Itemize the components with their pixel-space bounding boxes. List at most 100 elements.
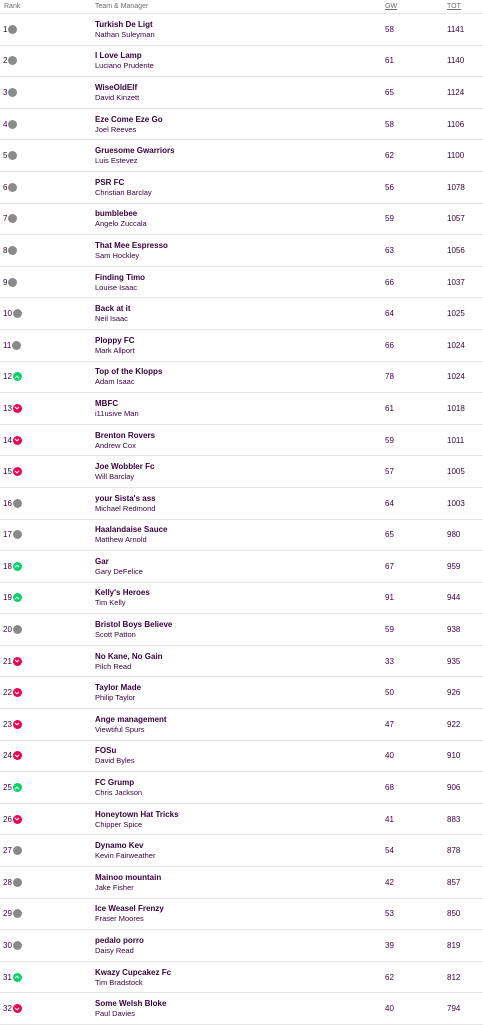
table-row[interactable]: 12 Top of the Klopps Adam Isaac 78 1024 — [0, 362, 483, 394]
team-name-link[interactable]: That Mee Espresso — [95, 240, 168, 250]
rank-number: 30 — [3, 941, 12, 951]
table-row[interactable]: 7 bumblebee Angelo Zuccala 59 1057 — [0, 204, 483, 236]
team-name-link[interactable]: Dynamo Kev — [95, 841, 144, 851]
table-row[interactable]: 14 Brenton Rovers Andrew Cox 59 1011 — [0, 425, 483, 457]
gw-points: 40 — [385, 751, 394, 761]
table-row[interactable]: 29 Ice Weasel Frenzy Fraser Moores 53 850 — [0, 899, 483, 931]
table-row[interactable]: 20 Bristol Boys Believe Scott Patton 59 938 — [0, 614, 483, 646]
total-points: 1140 — [447, 56, 465, 66]
manager-name: Viewtiful Spurs — [95, 724, 145, 734]
gw-points: 62 — [385, 972, 394, 982]
team-name-link[interactable]: Joe Wobbler Fc — [95, 462, 155, 472]
team-name-link[interactable]: WiseOldElf — [95, 82, 138, 92]
team-name-link[interactable]: Ange management — [95, 714, 167, 724]
manager-name: Will Barclay — [95, 472, 135, 482]
rank-cell: 21 — [0, 656, 95, 666]
manager-name: Philip Taylor — [95, 693, 136, 703]
team-name-link[interactable]: Gar — [95, 556, 109, 566]
table-row[interactable]: 30 pedalo porro Daisy Read 39 819 — [0, 930, 483, 962]
team-name-link[interactable]: FC Grump — [95, 778, 135, 788]
team-cell: Brenton Rovers Andrew Cox — [95, 431, 385, 450]
rank-cell: 8 — [0, 245, 95, 255]
team-name-link[interactable]: your Sista's ass — [95, 493, 156, 503]
team-name-link[interactable]: Ice Weasel Frenzy — [95, 904, 164, 914]
total-points: 857 — [447, 877, 461, 887]
table-row[interactable]: 27 Dynamo Kev Kevin Fairweather 54 878 — [0, 835, 483, 868]
team-name-link[interactable]: Gruesome Gwarriors — [95, 146, 175, 156]
table-row[interactable]: 9 Finding Timo Louise Isaac 66 1037 — [0, 267, 483, 299]
manager-name: Chipper Spice — [95, 819, 143, 829]
team-name-link[interactable]: Mainoo mountain — [95, 872, 162, 882]
table-row[interactable]: 1 Turkish De Ligt Nathan Suleyman 58 1141 — [0, 14, 483, 46]
total-points: 938 — [447, 625, 461, 635]
chevron-down-icon — [12, 656, 22, 666]
team-cell: Bristol Boys Believe Scott Patton — [95, 620, 385, 639]
team-name-link[interactable]: Kelly's Heroes — [95, 588, 150, 598]
team-name-link[interactable]: Top of the Klopps — [95, 367, 163, 377]
team-name-link[interactable]: Ploppy FC — [95, 335, 135, 345]
chevron-down-icon — [12, 688, 22, 698]
team-name-link[interactable]: FOSu — [95, 746, 117, 756]
team-name-link[interactable]: Finding Timo — [95, 272, 146, 282]
table-row[interactable]: 4 Eze Come Eze Go Joel Reeves 58 1106 — [0, 109, 483, 141]
table-row[interactable]: 28 Mainoo mountain Jake Fisher 42 857 — [0, 867, 483, 899]
rank-number: 7 — [3, 214, 8, 224]
table-row[interactable]: 23 Ange management Viewtiful Spurs 47 922 — [0, 709, 483, 741]
rank-cell: 25 — [0, 783, 95, 793]
team-name-link[interactable]: Turkish De Ligt — [95, 19, 153, 29]
table-row[interactable]: 19 Kelly's Heroes Tim Kelly 91 944 — [0, 583, 483, 615]
team-name-link[interactable]: Bristol Boys Believe — [95, 620, 173, 630]
table-row[interactable]: 8 That Mee Espresso Sam Hockley 63 1056 — [0, 235, 483, 267]
team-name-link[interactable]: pedalo porro — [95, 936, 144, 946]
total-points: 1003 — [447, 498, 465, 508]
table-row[interactable]: 16 your Sista's ass Michael Redmond 64 1003 — [0, 488, 483, 520]
team-cell: Mainoo mountain Jake Fisher — [95, 873, 385, 892]
team-name-link[interactable]: Brenton Rovers — [95, 430, 156, 440]
rank-cell: 24 — [0, 751, 95, 761]
dot-icon — [8, 119, 18, 129]
table-row[interactable]: 13 MBFC i11usive Man 61 1018 — [0, 393, 483, 425]
team-name-link[interactable]: I Love Lamp — [95, 51, 142, 61]
team-name-link[interactable]: Back at it — [95, 304, 131, 314]
team-name-link[interactable]: bumblebee — [95, 209, 138, 219]
table-row[interactable]: 18 Gar Gary DeFelice 67 959 — [0, 551, 483, 583]
gw-points: 61 — [385, 56, 394, 66]
team-name-link[interactable]: Haalandaise Sauce — [95, 525, 168, 535]
rank-cell: 29 — [0, 909, 95, 919]
rank-cell: 19 — [0, 593, 95, 603]
header-tot-sort[interactable]: TOT — [447, 3, 461, 10]
team-name-link[interactable]: Honeytown Hat Tricks — [95, 809, 179, 819]
dot-icon — [12, 846, 22, 856]
table-row[interactable]: 6 PSR FC Christian Barclay 56 1078 — [0, 172, 483, 204]
team-name-link[interactable]: No Kane, No Gain — [95, 651, 163, 661]
table-row[interactable]: 15 Joe Wobbler Fc Will Barclay 57 1005 — [0, 456, 483, 488]
gw-points: 42 — [385, 877, 394, 887]
rank-number: 14 — [3, 435, 12, 445]
table-row[interactable]: 31 Kwazy Cupcakez Fc Tim Bradstock 62 812 — [0, 962, 483, 994]
total-points: 878 — [447, 846, 461, 856]
table-row[interactable]: 21 No Kane, No Gain Pilch Read 33 935 — [0, 646, 483, 678]
table-row[interactable]: 25 FC Grump Chris Jackson 68 906 — [0, 772, 483, 804]
table-row[interactable]: 32 Some Welsh Bloke Paul Davies 40 794 — [0, 993, 483, 1025]
table-row[interactable]: 10 Back at it Neil Isaac 64 1025 — [0, 298, 483, 330]
rank-number: 27 — [3, 846, 12, 856]
table-row[interactable]: 26 Honeytown Hat Tricks Chipper Spice 41 883 — [0, 804, 483, 836]
team-name-link[interactable]: Some Welsh Bloke — [95, 999, 167, 1009]
team-name-link[interactable]: Taylor Made — [95, 683, 142, 693]
table-row[interactable]: 22 Taylor Made Philip Taylor 50 926 — [0, 677, 483, 710]
table-row[interactable]: 5 Gruesome Gwarriors Luis Estevez 62 1100 — [0, 140, 483, 172]
table-row[interactable]: 24 FOSu David Byles 40 910 — [0, 741, 483, 773]
rank-cell: 23 — [0, 719, 95, 729]
table-row[interactable]: 3 WiseOldElf David Kinzett 65 1124 — [0, 77, 483, 109]
table-row[interactable]: 17 Haalandaise Sauce Matthew Arnold 65 980 — [0, 520, 483, 552]
team-name-link[interactable]: Eze Come Eze Go — [95, 114, 163, 124]
total-points: 906 — [447, 783, 461, 793]
team-name-link[interactable]: Kwazy Cupcakez Fc — [95, 967, 172, 977]
rank-number: 2 — [3, 56, 8, 66]
team-cell: That Mee Espresso Sam Hockley — [95, 241, 385, 260]
team-name-link[interactable]: PSR FC — [95, 177, 125, 187]
header-gw-sort[interactable]: GW — [385, 3, 398, 10]
team-name-link[interactable]: MBFC — [95, 398, 119, 408]
table-row[interactable]: 11 Ploppy FC Mark Allport 66 1024 — [0, 330, 483, 362]
